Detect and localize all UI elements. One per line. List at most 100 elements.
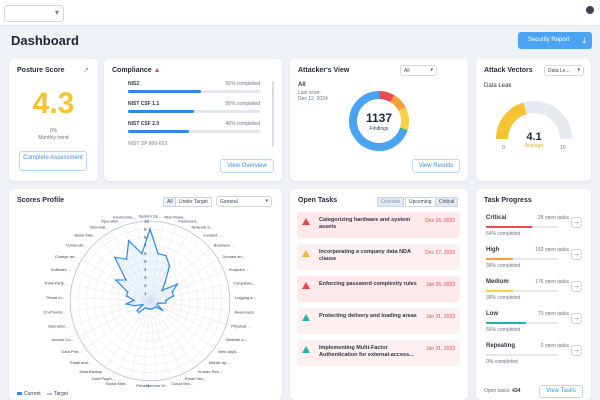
- radar-tick-label: 3: [144, 275, 147, 280]
- posture-score: 4.3: [32, 87, 75, 120]
- warning-triangle-icon: [302, 346, 310, 353]
- open-tasks-count: 434: [512, 388, 521, 394]
- progress-track: [128, 130, 260, 133]
- chevron-down-icon: ▾: [54, 8, 59, 17]
- progress-item[interactable]: Low 70 open tasks 56% completed →: [485, 311, 583, 343]
- radar-point: [138, 311, 140, 314]
- progress-name: Medium: [486, 279, 509, 285]
- radar-point: [142, 303, 144, 306]
- radar-axis-label: On-Premis...: [43, 309, 65, 314]
- radar-spoke: [104, 300, 151, 368]
- task-title: Incorporating a company data NDA clause: [319, 249, 411, 262]
- radar-grid-ring: [69, 220, 231, 382]
- trend-percent: 0%: [49, 128, 58, 134]
- radar-spoke: [129, 300, 151, 379]
- arrow-right-icon[interactable]: →: [571, 313, 582, 324]
- chevron-down-icon: ▾: [265, 198, 268, 204]
- radar-axis-label: Email Sec...: [185, 376, 206, 381]
- progress-fill: [486, 258, 514, 260]
- radar-axis-label: Network S...: [191, 224, 213, 229]
- radar-grid-ring: [133, 284, 167, 318]
- arrow-right-icon[interactable]: →: [571, 281, 582, 292]
- compliance-list[interactable]: NIS2 55% completed NIST CSF 1.1 50% comp…: [104, 59, 282, 147]
- scores-filter-select[interactable]: General ▾: [216, 196, 272, 207]
- radar-point: [114, 256, 116, 259]
- radar-spoke: [89, 247, 151, 302]
- radar-spoke: [149, 222, 164, 302]
- radar-axis-label: Remote W...: [146, 383, 168, 388]
- progress-open-count: 176 open tasks: [535, 279, 569, 285]
- trend-label: Monthly trend: [38, 135, 69, 141]
- progress-track: [486, 226, 558, 228]
- radar-point: [151, 307, 153, 310]
- attacker-filter-value: All: [404, 68, 410, 74]
- donut-segment: [349, 91, 407, 151]
- task-item[interactable]: Incorporating a company data NDA clause D…: [297, 244, 460, 270]
- tab-overdue[interactable]: Overdue: [377, 197, 405, 207]
- compliance-card: Compliance ▲ NIS2 55% completed NIST CSF…: [104, 59, 282, 181]
- radar-point: [165, 254, 167, 257]
- attacker-view-card: Attacker's View All ▾ All Last scan: Dec …: [290, 59, 468, 181]
- arrow-right-icon[interactable]: →: [571, 345, 582, 356]
- progress-item[interactable]: High 160 open tasks 38% completed →: [485, 247, 583, 279]
- warning-triangle-icon: [302, 314, 310, 321]
- compliance-name: NIST CSF 2.0: [128, 121, 160, 127]
- task-item[interactable]: Categorizing hardware and system assets D…: [297, 212, 460, 238]
- radar-spoke: [149, 225, 177, 302]
- open-tasks-footer-label: Open tasks:: [484, 388, 511, 394]
- radar-point: [141, 252, 143, 255]
- findings-donut: [349, 91, 409, 151]
- radar-point: [145, 307, 148, 310]
- radar-axis-label: Email and...: [70, 360, 91, 365]
- view-tasks-button[interactable]: View Tasks: [539, 385, 583, 398]
- radar-axis-label: Operation...: [48, 323, 69, 328]
- radar-tick-label: 4: [144, 267, 147, 272]
- radar-axis-label: Website a...: [226, 337, 247, 342]
- tab-under-target[interactable]: Under Target: [175, 197, 212, 207]
- progress-name: Repeating: [486, 343, 516, 349]
- radar-axis-label: Environme...: [113, 215, 135, 220]
- radar-axis-label: Social Med...: [105, 381, 128, 386]
- view-overview-button[interactable]: View Overview: [220, 159, 274, 173]
- progress-item[interactable]: Critical 28 open tasks 64% completed →: [485, 215, 583, 247]
- radar-axis-label: Web Appli...: [218, 349, 239, 354]
- donut-segment: [378, 91, 395, 103]
- radar-point: [148, 308, 151, 310]
- radar-point: [152, 307, 155, 310]
- radar-spoke: [71, 283, 151, 302]
- compliance-title-text: Compliance: [112, 67, 152, 74]
- progress-item[interactable]: Repeating 0 open tasks 0% completed →: [485, 343, 583, 375]
- user-icon[interactable]: [586, 6, 594, 14]
- tab-upcoming[interactable]: Upcoming: [405, 197, 436, 207]
- radar-axis-label: Data Prot...: [61, 349, 81, 354]
- scores-filter-value: General: [220, 199, 238, 205]
- arrow-right-icon[interactable]: →: [571, 249, 582, 260]
- scrollbar[interactable]: [272, 81, 274, 147]
- radar-axis-label: Endpoint ...: [229, 267, 249, 272]
- task-item[interactable]: Enforcing password complexity rules Jan 2…: [297, 276, 460, 302]
- radar-axis-label: Human Res...: [198, 369, 222, 374]
- radar-spoke: [116, 300, 151, 375]
- tab-critical[interactable]: Critical: [435, 197, 459, 207]
- vector-select[interactable]: Data Le... ▾: [544, 65, 584, 76]
- radar-spoke: [149, 300, 196, 368]
- task-item[interactable]: Implementing Multi-Factor Authentication…: [297, 340, 460, 366]
- radar-point: [133, 304, 136, 307]
- gauge-label: Average: [524, 143, 544, 149]
- trend-icon: ↗: [83, 67, 89, 74]
- view-results-button[interactable]: View Results: [412, 159, 460, 173]
- task-item[interactable]: Protecting delivery and loading areas Jan…: [297, 308, 460, 334]
- workspace-select[interactable]: ▾: [4, 5, 64, 22]
- legend-target-swatch: [47, 393, 52, 395]
- arrow-right-icon[interactable]: →: [571, 217, 582, 228]
- progress-item[interactable]: Medium 176 open tasks 38% completed →: [485, 279, 583, 311]
- compliance-name: NIST CSF 1.1: [128, 101, 160, 107]
- complete-assessment-button[interactable]: Complete Assessment: [19, 151, 87, 171]
- radar-point: [127, 239, 130, 242]
- progress-fill: [128, 90, 201, 93]
- security-report-button[interactable]: Security Report ⤓: [518, 32, 592, 49]
- radar-spoke: [149, 258, 219, 302]
- attacker-filter-select[interactable]: All ▾: [400, 65, 437, 76]
- radar-axis-label: Vulnerabi...: [66, 242, 86, 247]
- radar-point: [125, 279, 127, 281]
